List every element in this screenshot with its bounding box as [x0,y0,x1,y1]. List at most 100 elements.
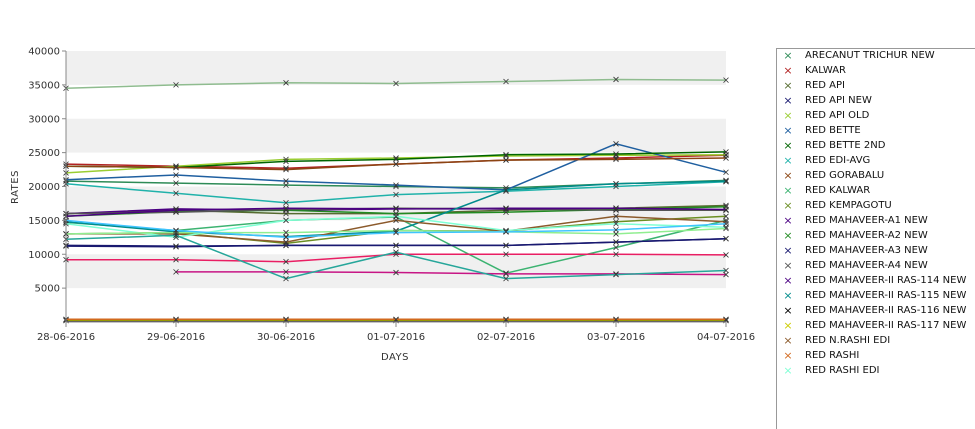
legend-label: RED MAHAVEER-II RAS-116 NEW [805,305,967,316]
data-point [393,217,399,224]
legend-item: × RED GORABALU [777,169,975,184]
data-point [173,244,179,250]
data-point [613,251,619,258]
data-point [283,275,289,282]
x-tick-label: 30-06-2016 [257,332,315,343]
data-point [393,316,399,323]
y-axis-label: RATES [10,170,21,204]
x-tick-label: 29-06-2016 [147,332,205,343]
legend-label: KALWAR [805,65,847,76]
data-point [393,249,399,255]
legend-marker: × [783,259,793,272]
legend-item: × RED MAHAVEER-A3 NEW [777,244,975,259]
legend-label: RED RASHI [805,350,860,361]
legend-item: × RED MAHAVEER-A2 NEW [777,229,975,244]
data-point [283,158,289,165]
series-5 [63,141,729,193]
data-point [613,231,619,237]
data-point [613,316,619,323]
legend-item: × RED MAHAVEER-A4 NEW [777,259,975,274]
legend-marker: × [783,79,793,92]
y-tick-label: 15000 [28,216,60,227]
legend-marker: × [783,64,793,77]
data-point [393,269,399,276]
legend-item: × RED MAHAVEER-II RAS-114 NEW [777,274,975,289]
legend-label: RED KALWAR [805,185,871,196]
y-tick-label: 35000 [28,80,60,91]
y-tick-label: 10000 [28,250,60,261]
data-point [613,244,619,251]
legend-marker: × [783,169,793,182]
legend-marker: × [783,274,793,287]
data-point [393,213,399,220]
legend-label: RED RASHI EDI [805,365,880,376]
data-point [613,227,619,233]
data-point [723,155,729,161]
legend-item: × RED RASHI [777,349,975,364]
legend-marker: × [783,364,793,377]
legend-label: RED EDI-AVG [805,155,871,166]
legend-label: ARECANUT TRICHUR NEW [805,50,935,61]
y-tick-label: 30000 [28,114,60,125]
data-point [723,149,729,155]
data-point [723,252,729,258]
legend-marker: × [783,109,793,122]
legend: × ARECANUT TRICHUR NEW × KALWAR × RED API × RED… [776,48,975,429]
legend-label: RED API NEW [805,95,872,106]
data-point [723,169,729,176]
legend-marker: × [783,349,793,362]
data-point [613,151,619,157]
data-point [173,227,179,234]
legend-label: RED MAHAVEER-II RAS-115 NEW [805,290,967,301]
data-point [613,239,619,245]
x-tick-label: 28-06-2016 [37,332,95,343]
x-axis-label: DAYS [381,352,409,363]
legend-marker: × [783,229,793,242]
legend-item: × RED MAHAVEER-II RAS-115 NEW [777,289,975,304]
series-13 [63,235,729,250]
legend-item: × RED API [777,79,975,94]
data-point [613,205,619,211]
data-point [283,217,289,224]
data-point [393,156,399,163]
legend-label: RED MAHAVEER-A2 NEW [805,230,928,241]
axes: 5000 10000 15000 20000 25000 30000 35000 40000 2… [28,47,755,344]
data-point [723,213,729,220]
legend-label: RED MAHAVEER-II RAS-114 NEW [805,275,967,286]
data-point [393,191,399,198]
data-point [723,271,729,278]
series-layer [63,76,729,324]
data-point [613,76,619,83]
legend-label: RED BETTE [805,125,861,136]
data-point [173,82,179,88]
data-point [173,256,179,263]
data-point [283,178,289,184]
legend-label: RED GORABALU [805,170,885,181]
legend-marker: × [783,289,793,302]
x-tick-label: 04-07-2016 [697,332,755,343]
legend-marker: × [783,304,793,317]
series-22 [63,76,729,92]
y-tick-label: 40000 [28,47,60,58]
legend-item: × RED BETTE [777,124,975,139]
series-25 [63,232,729,282]
legend-item: × RED KEMPAGOTU [777,199,975,214]
data-point [283,269,289,275]
legend-item: × RED API NEW [777,94,975,109]
y-tick-label: 25000 [28,148,60,159]
legend-item: × RED MAHAVEER-II RAS-116 NEW [777,304,975,319]
series-23 [63,251,729,265]
data-point [393,182,399,188]
legend-label: RED MAHAVEER-A4 NEW [805,260,928,271]
y-tick-label: 20000 [28,182,60,193]
data-point [173,180,179,186]
legend-label: RED KEMPAGOTU [805,200,892,211]
data-point [393,80,399,87]
data-point [283,166,289,173]
legend-label: RED MAHAVEER-A1 NEW [805,215,928,226]
legend-marker: × [783,124,793,137]
data-point [503,157,509,163]
data-point [503,229,509,235]
legend-label: RED API [805,80,845,91]
data-point [393,161,399,167]
